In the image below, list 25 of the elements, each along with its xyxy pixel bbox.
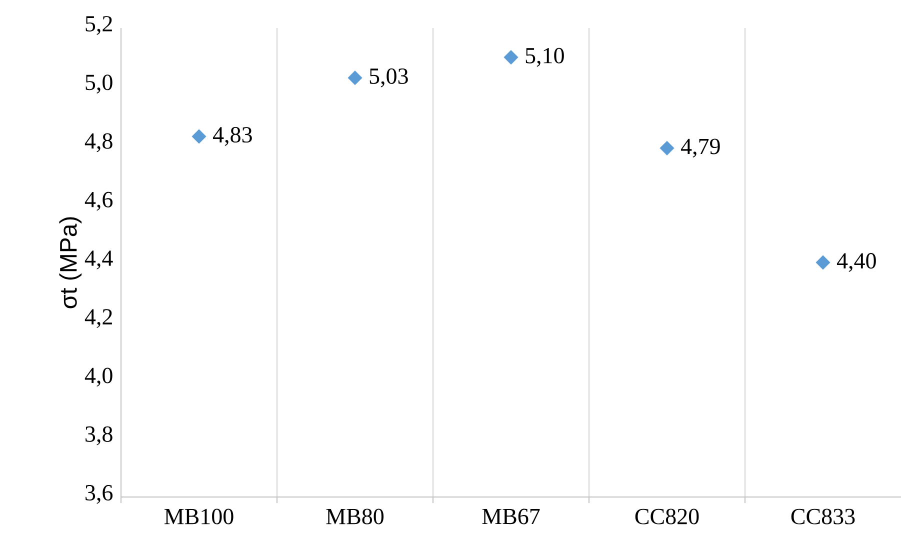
x-tick-label: CC833 — [791, 508, 855, 524]
data-label: 4,83 — [212, 127, 252, 146]
point — [504, 50, 518, 65]
x-tick-label: MB67 — [482, 508, 540, 524]
y-tick-label: 3,8 — [86, 426, 112, 446]
y-tick-label: 4,6 — [84, 192, 113, 211]
point — [192, 129, 206, 144]
x-tick-label: MB80 — [326, 508, 384, 524]
y-tick-label: 4,0 — [84, 368, 112, 387]
point — [660, 140, 674, 156]
data-label: 4,40 — [836, 253, 876, 272]
x-tick-label: CC820 — [635, 508, 699, 524]
y-tick-label: 4,2 — [84, 309, 112, 328]
y-tick-label: 5,0 — [86, 74, 112, 94]
y-axis-title: σt (MPa) — [59, 217, 82, 308]
data-label: 4,79 — [680, 138, 720, 158]
y-tick-label: 3,6 — [86, 485, 113, 504]
data-label: 5,03 — [370, 68, 408, 88]
y-tick-label: 4,4 — [84, 250, 113, 270]
point — [348, 70, 362, 86]
y-tick-label: 5,2 — [86, 16, 112, 35]
x-tick-label: MB100 — [164, 508, 234, 524]
point — [816, 255, 830, 270]
y-tick-label: 4,8 — [84, 133, 112, 152]
data-label: 5,10 — [526, 48, 564, 67]
